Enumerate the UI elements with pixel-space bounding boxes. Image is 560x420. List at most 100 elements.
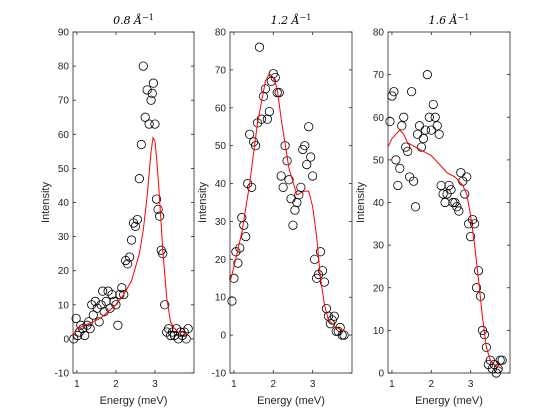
subplot-title-exponent: −1 <box>300 13 312 22</box>
y-tick-label: -10 <box>55 369 70 380</box>
data-point <box>94 317 104 327</box>
data-point <box>233 258 243 268</box>
y-tick-label: 60 <box>215 103 227 114</box>
data-point <box>387 91 397 101</box>
data-point <box>111 300 121 310</box>
y-tick-label: 30 <box>215 217 227 228</box>
y-axis-label: Intensity <box>197 182 209 223</box>
data-point <box>315 247 326 257</box>
data-point <box>245 129 255 139</box>
data-point <box>416 142 427 152</box>
data-point <box>300 141 310 151</box>
y-tick-label: 20 <box>58 266 70 277</box>
data-point <box>491 368 501 378</box>
y-tick-label: 60 <box>58 130 70 141</box>
data-point <box>420 125 430 135</box>
data-point <box>292 197 302 208</box>
y-tick-label: 40 <box>215 179 227 190</box>
subplot-title: 1.2 Å−1 <box>271 13 312 27</box>
data-point <box>101 296 111 306</box>
data-point <box>497 355 507 365</box>
data-point <box>319 277 330 287</box>
data-point <box>426 125 436 135</box>
data-point <box>389 87 399 97</box>
y-tick-label: 90 <box>58 28 70 39</box>
data-point <box>105 303 115 313</box>
data-point <box>339 330 349 340</box>
data-point <box>288 220 298 230</box>
subplot-title-text: 1.6 Å <box>429 13 458 27</box>
data-point <box>237 213 247 223</box>
data-point <box>136 139 146 150</box>
data-point <box>452 202 462 212</box>
x-tick-label: 1 <box>74 379 80 390</box>
data-point <box>397 121 407 131</box>
y-tick-label: 80 <box>373 28 385 39</box>
data-points <box>227 42 349 340</box>
data-point <box>469 219 480 229</box>
data-point <box>132 214 143 225</box>
data-point <box>90 296 100 306</box>
data-point <box>462 172 472 182</box>
data-point <box>151 194 162 204</box>
data-point <box>410 202 421 212</box>
data-point <box>146 95 156 105</box>
data-point <box>155 211 165 221</box>
fit-curve <box>387 129 503 370</box>
data-point <box>304 122 314 132</box>
x-axis-label: Energy (meV) <box>100 395 168 407</box>
data-point <box>276 171 286 181</box>
data-point <box>308 171 318 181</box>
data-point <box>434 129 444 139</box>
x-tick-label: 2 <box>113 379 119 390</box>
data-point <box>87 300 97 310</box>
y-tick-label: 10 <box>215 293 227 304</box>
data-point <box>117 283 127 293</box>
data-point <box>235 243 245 253</box>
data-point <box>412 129 423 139</box>
data-point <box>310 254 320 264</box>
x-tick-label: 1 <box>231 379 237 390</box>
data-point <box>148 78 159 88</box>
data-point <box>296 182 306 192</box>
data-point <box>422 70 432 80</box>
subplot-title-exponent: −1 <box>458 13 470 22</box>
fit-curve <box>229 72 345 332</box>
data-point <box>438 189 448 199</box>
data-point <box>160 300 170 310</box>
y-axis-label: Intensity <box>40 182 52 223</box>
data-point <box>71 313 81 324</box>
data-point <box>473 266 484 276</box>
data-point <box>262 114 272 124</box>
data-point <box>107 289 117 300</box>
data-point <box>399 112 409 122</box>
data-point <box>418 133 429 144</box>
y-tick-label: 30 <box>58 232 70 243</box>
y-tick-label: 70 <box>373 70 385 81</box>
data-point <box>138 61 148 71</box>
subplot-2: 1 2 3 -10 0 10 20 30 40 50 60 70 80 Energy (meV) Inten… <box>197 13 353 407</box>
data-point <box>130 221 141 231</box>
data-point <box>468 214 478 225</box>
data-point <box>408 176 419 186</box>
data-point <box>85 324 95 334</box>
subplot-title-text: 0.8 Å <box>113 13 142 27</box>
data-point <box>241 232 251 242</box>
data-point <box>124 252 135 262</box>
data-point <box>123 259 133 269</box>
data-point <box>391 155 401 165</box>
data-point <box>150 119 160 129</box>
data-point <box>274 88 284 98</box>
y-tick-label: 40 <box>373 198 385 209</box>
subplot-1: 1 2 3 -10 0 10 20 30 40 50 60 70 80 90 Energy (meV) Int… <box>40 13 195 407</box>
data-point <box>456 168 466 178</box>
data-point <box>414 121 425 131</box>
data-point <box>495 355 505 365</box>
data-point <box>113 320 123 330</box>
fit-curve <box>72 136 189 336</box>
data-point <box>126 235 137 245</box>
axes-frame <box>229 31 353 374</box>
y-tick-label: 0 <box>63 334 69 345</box>
